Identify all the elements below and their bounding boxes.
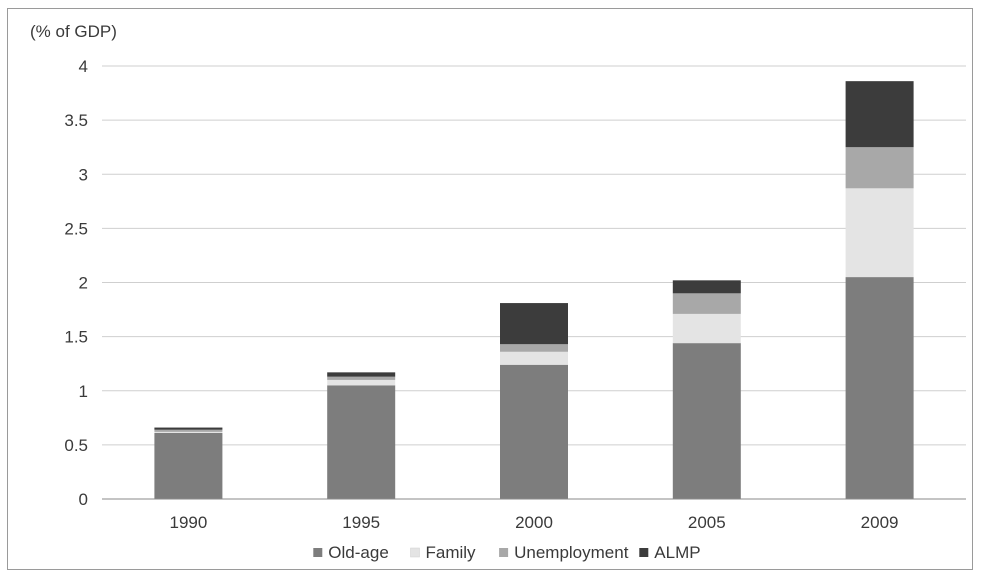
legend-item: Old-age [313, 543, 389, 562]
bar-segment-unemployment [154, 429, 223, 432]
legend-label: Family [426, 543, 477, 562]
stacked-bar-chart: (% of GDP) 0 0.5 1 1.5 2 2.5 3 3.5 4 1990 1995 200… [30, 22, 966, 562]
x-tick-label: 1990 [169, 513, 207, 532]
y-tick-label: 0 [79, 490, 88, 509]
bar-segment-almp [672, 280, 741, 294]
x-tick-label: 2000 [515, 513, 553, 532]
bars [154, 81, 914, 499]
y-tick-label: 2 [79, 274, 88, 293]
x-tick-label: 2009 [861, 513, 899, 532]
bar-segment-almp [500, 303, 568, 345]
legend-label: Old-age [328, 543, 388, 562]
y-tick-label: 2.5 [64, 219, 88, 238]
y-tick-label: 1 [79, 382, 88, 401]
legend-item: Unemployment [499, 543, 629, 562]
legend-item: Family [410, 543, 477, 562]
bar-segment-family [500, 351, 568, 365]
bar-segment-unemployment [500, 344, 568, 352]
bar-segment-unemployment [327, 376, 396, 380]
x-tick-label: 2005 [688, 513, 726, 532]
bar-segment-unemployment [672, 293, 741, 314]
legend-swatch [313, 548, 323, 557]
bar-segment-old-age [327, 385, 396, 499]
bar-segment-old-age [672, 343, 741, 499]
bar-segment-family [845, 188, 914, 278]
bar-segment-family [672, 313, 741, 344]
legend-swatch [639, 548, 649, 557]
bar-segment-almp [845, 81, 914, 148]
y-axis-label: (% of GDP) [30, 22, 117, 41]
legend-label: ALMP [654, 543, 700, 562]
bar-segment-family [154, 431, 223, 433]
bar-segment-almp [154, 427, 223, 430]
legend: Old-age Family Unemployment ALMP [313, 543, 701, 562]
y-tick-labels: 0 0.5 1 1.5 2 2.5 3 3.5 4 [64, 57, 88, 509]
legend-swatch [499, 548, 509, 557]
x-tick-labels: 1990 1995 2000 2005 2009 [169, 513, 898, 532]
legend-label: Unemployment [514, 543, 629, 562]
y-tick-label: 3.5 [64, 111, 88, 130]
bar-segment-old-age [154, 432, 223, 499]
bar-segment-old-age [845, 277, 914, 499]
bar-segment-unemployment [845, 147, 914, 189]
y-tick-label: 1.5 [64, 328, 88, 347]
y-tick-label: 3 [79, 165, 88, 184]
legend-swatch [410, 547, 420, 558]
legend-item: ALMP [639, 543, 701, 562]
y-tick-label: 0.5 [64, 436, 88, 455]
bar-segment-almp [327, 372, 396, 377]
y-tick-label: 4 [79, 57, 88, 76]
bar-segment-family [327, 379, 396, 386]
bar-segment-old-age [500, 364, 568, 499]
x-tick-label: 1995 [342, 513, 380, 532]
chart-frame: (% of GDP) 0 0.5 1 1.5 2 2.5 3 3.5 4 1990 1995 200… [7, 8, 973, 570]
